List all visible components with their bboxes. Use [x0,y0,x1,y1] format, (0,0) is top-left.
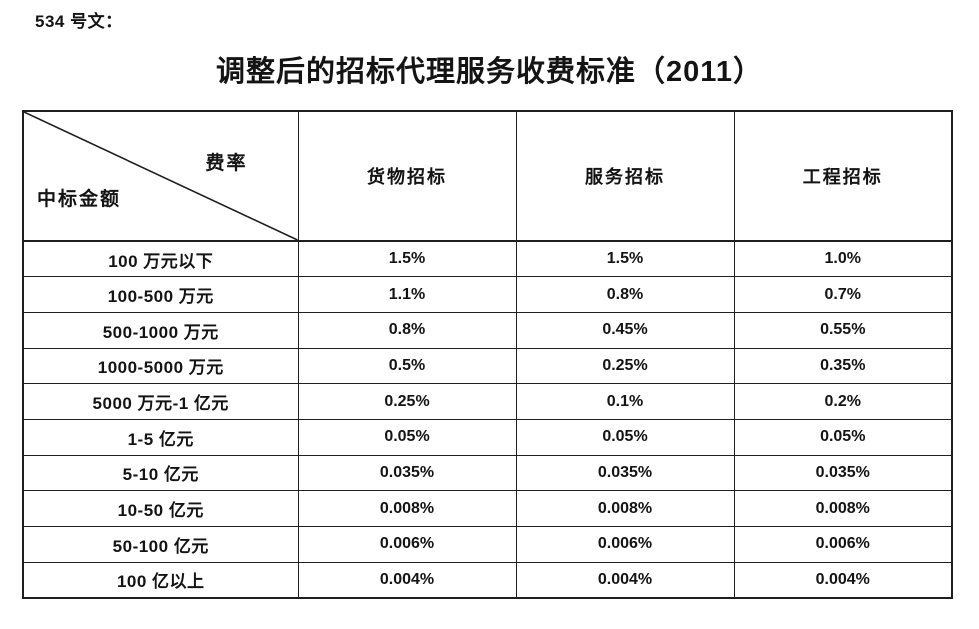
table-row: 10-50 亿元 0.008% 0.008% 0.008% [22,490,953,527]
row-label: 1-5 亿元 [22,418,299,456]
fee-cell: 1.1% [297,276,517,313]
fee-cell: 0.2% [733,383,953,420]
fee-cell: 0.004% [733,561,953,599]
corner-label-rate: 费率 [205,153,248,174]
corner-label-amount: 中标金额 [37,189,122,210]
fee-cell: 0.035% [297,454,517,492]
table-row: 500-1000 万元 0.8% 0.45% 0.55% [22,311,953,349]
fee-cell: 0.035% [733,454,953,492]
fee-cell: 1.5% [515,240,735,278]
fee-cell: 0.006% [733,526,953,563]
fee-cell: 0.25% [297,383,517,420]
fee-cell: 0.004% [515,561,735,599]
row-label: 100-500 万元 [22,276,299,313]
column-header-engineering: 工程招标 [733,110,953,242]
fee-cell: 0.008% [515,490,735,527]
row-label: 50-100 亿元 [22,526,299,563]
fee-table: 费率 中标金额 货物招标 服务招标 工程招标 100 万元以下 1.5% 1.5% 1… [22,110,953,599]
table-row: 5000 万元-1 亿元 0.25% 0.1% 0.2% [22,383,953,420]
column-header-goods: 货物招标 [297,110,517,242]
fee-cell: 0.7% [733,276,953,313]
table-row: 100 亿以上 0.004% 0.004% 0.004% [22,561,953,599]
fee-cell: 0.05% [733,418,953,456]
fee-cell: 0.35% [733,347,953,385]
fee-cell: 0.25% [515,347,735,385]
fee-cell: 0.45% [515,311,735,349]
fee-cell: 0.006% [515,526,735,563]
document-title: 调整后的招标代理服务收费标准（2011） [216,56,763,88]
fee-cell: 1.0% [733,240,953,278]
diagonal-divider [24,112,298,240]
table-row: 50-100 亿元 0.006% 0.006% 0.006% [22,526,953,563]
row-label: 100 万元以下 [22,240,299,278]
fee-cell: 0.55% [733,311,953,349]
fee-cell: 0.006% [297,526,517,563]
fee-cell: 0.5% [297,347,517,385]
table-row: 1-5 亿元 0.05% 0.05% 0.05% [22,418,953,456]
table-header-row: 费率 中标金额 货物招标 服务招标 工程招标 [22,110,953,242]
fee-cell: 1.5% [297,240,517,278]
fee-cell: 0.008% [297,490,517,527]
row-label: 100 亿以上 [22,561,299,599]
table-row: 1000-5000 万元 0.5% 0.25% 0.35% [22,347,953,385]
row-label: 1000-5000 万元 [22,347,299,385]
row-label: 5000 万元-1 亿元 [22,383,299,420]
fee-cell: 0.035% [515,454,735,492]
table-row: 5-10 亿元 0.035% 0.035% 0.035% [22,454,953,492]
fee-cell: 0.1% [515,383,735,420]
fee-cell: 0.05% [515,418,735,456]
table-corner-cell: 费率 中标金额 [22,110,299,242]
row-label: 500-1000 万元 [22,311,299,349]
fee-cell: 0.008% [733,490,953,527]
fee-cell: 0.004% [297,561,517,599]
fee-cell: 0.8% [515,276,735,313]
fee-cell: 0.05% [297,418,517,456]
table-row: 100 万元以下 1.5% 1.5% 1.0% [22,240,953,278]
column-header-services: 服务招标 [515,110,735,242]
row-label: 5-10 亿元 [22,454,299,492]
doc-number: 534 号文： [35,12,123,31]
fee-table-body: 100 万元以下 1.5% 1.5% 1.0% 100-500 万元 1.1% 0.8% 0.… [22,240,953,599]
fee-cell: 0.8% [297,311,517,349]
row-label: 10-50 亿元 [22,490,299,527]
table-row: 100-500 万元 1.1% 0.8% 0.7% [22,276,953,313]
